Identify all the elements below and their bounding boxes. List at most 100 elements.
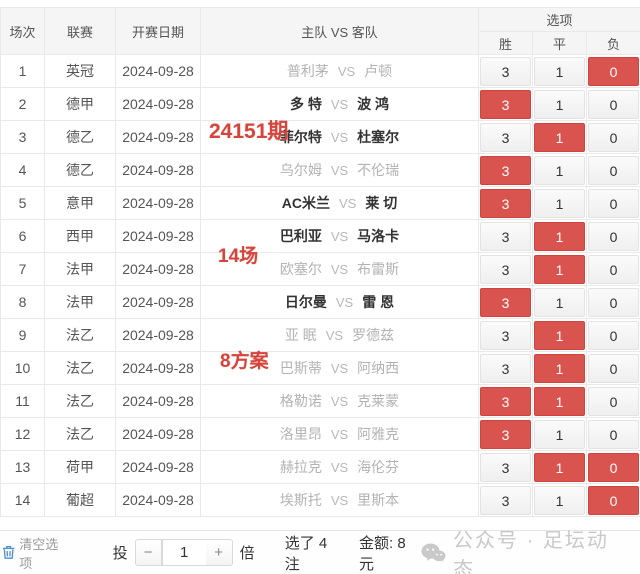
teams: AC米兰 VS 莱 切 — [200, 186, 479, 220]
table-row: 2 德甲 2024-09-28 多 特 VS 波 鸿 3 1 0 — [0, 87, 640, 121]
match-date: 2024-09-28 — [115, 120, 201, 154]
away-team: 布雷斯 — [357, 261, 400, 277]
pick-draw[interactable]: 1 — [534, 122, 585, 152]
pick-lose[interactable]: 0 — [588, 188, 640, 218]
match-date: 2024-09-28 — [115, 219, 201, 253]
pick-lose[interactable]: 0 — [588, 386, 640, 416]
pick-draw[interactable]: 1 — [534, 188, 585, 218]
header-win: 胜 — [478, 31, 533, 55]
table-row: 12 法乙 2024-09-28 洛里昂 VS 阿雅克 3 1 0 — [0, 417, 640, 451]
match-date: 2024-09-28 — [115, 54, 201, 88]
match-number: 3 — [0, 120, 45, 154]
away-team: 阿纳西 — [357, 360, 400, 376]
vs-label: VS — [335, 295, 354, 310]
bet-slip-bar: 清空选项 投 − 1 + 倍 选了 4 注 金额: 8 元 — [0, 530, 640, 574]
vs-label: VS — [330, 493, 349, 508]
table-row: 7 法甲 2024-09-28 欧塞尔 VS 布雷斯 3 1 0 — [0, 252, 640, 286]
away-team: 阿雅克 — [357, 426, 400, 442]
pick-lose[interactable]: 0 — [588, 485, 640, 515]
pick-draw[interactable]: 1 — [534, 254, 585, 284]
pick-win[interactable]: 3 — [480, 419, 531, 449]
pick-draw[interactable]: 1 — [534, 452, 585, 482]
header-lose: 负 — [585, 31, 640, 55]
pick-win[interactable]: 3 — [480, 89, 531, 119]
clear-options-button[interactable]: 清空选项 — [2, 534, 69, 572]
vs-label: VS — [330, 361, 349, 376]
table-row: 5 意甲 2024-09-28 AC米兰 VS 莱 切 3 1 0 — [0, 186, 640, 220]
pick-draw[interactable]: 1 — [534, 287, 585, 317]
table-row: 11 法乙 2024-09-28 格勒诺 VS 克莱蒙 3 1 0 — [0, 384, 640, 418]
home-team: 亚 眠 — [284, 327, 317, 343]
home-team: 乌尔姆 — [279, 162, 322, 178]
pick-win[interactable]: 3 — [480, 122, 531, 152]
pick-lose[interactable]: 0 — [588, 122, 640, 152]
wechat-account-name: 公众号 · 足坛动态 — [453, 529, 609, 574]
pick-lose[interactable]: 0 — [588, 353, 640, 383]
multiplier-value[interactable]: 1 — [161, 539, 206, 566]
pick-draw[interactable]: 1 — [534, 56, 585, 86]
pick-draw[interactable]: 1 — [534, 353, 585, 383]
stake-suffix-label: 倍 — [239, 545, 255, 562]
pick-lose[interactable]: 0 — [588, 56, 640, 86]
teams: 乌尔姆 VS 不伦瑞 — [200, 153, 479, 187]
pick-win[interactable]: 3 — [480, 188, 531, 218]
pick-lose[interactable]: 0 — [588, 221, 640, 251]
pick-draw[interactable]: 1 — [534, 320, 585, 350]
match-date: 2024-09-28 — [115, 351, 201, 385]
pick-draw[interactable]: 1 — [534, 89, 585, 119]
pick-win[interactable]: 3 — [480, 254, 531, 284]
decrease-multiplier-button[interactable]: − — [134, 539, 162, 566]
table-row: 3 德乙 2024-09-28 菲尔特 VS 杜塞尔 3 1 0 — [0, 120, 640, 154]
pick-lose[interactable]: 0 — [588, 452, 640, 482]
match-table-body: 1 英冠 2024-09-28 普利茅 VS 卢顿 3 1 0 2 德甲 2024-… — [0, 54, 640, 517]
pick-draw[interactable]: 1 — [534, 419, 585, 449]
teams: 赫拉克 VS 海伦芬 — [200, 450, 479, 484]
league: 法乙 — [44, 351, 116, 385]
table-row: 10 法乙 2024-09-28 巴斯蒂 VS 阿纳西 3 1 0 — [0, 351, 640, 385]
match-table: 场次 联赛 开赛日期 主队 VS 客队 选项 胜 平 负 1 英冠 2024-0… — [0, 7, 640, 517]
table-row: 9 法乙 2024-09-28 亚 眠 VS 罗德兹 3 1 0 — [0, 318, 640, 352]
pick-draw[interactable]: 1 — [534, 221, 585, 251]
issue-number-annotation: 24151期 — [209, 120, 289, 143]
header-date: 开赛日期 — [115, 7, 201, 55]
league: 法乙 — [44, 384, 116, 418]
pick-draw[interactable]: 1 — [534, 386, 585, 416]
pick-win[interactable]: 3 — [480, 386, 531, 416]
match-number: 6 — [0, 219, 45, 253]
pick-win[interactable]: 3 — [480, 155, 531, 185]
pick-draw[interactable]: 1 — [534, 485, 585, 515]
pick-win[interactable]: 3 — [480, 221, 531, 251]
match-date: 2024-09-28 — [115, 252, 201, 286]
increase-multiplier-button[interactable]: + — [205, 539, 233, 566]
match-number: 12 — [0, 417, 45, 451]
away-team: 不伦瑞 — [357, 162, 400, 178]
pick-lose[interactable]: 0 — [588, 320, 640, 350]
pick-lose[interactable]: 0 — [588, 287, 640, 317]
pick-win[interactable]: 3 — [480, 353, 531, 383]
match-date: 2024-09-28 — [115, 450, 201, 484]
match-number: 14 — [0, 483, 45, 517]
pick-win[interactable]: 3 — [480, 320, 531, 350]
away-team: 里斯本 — [357, 492, 400, 508]
match-date: 2024-09-28 — [115, 285, 201, 319]
table-row: 13 荷甲 2024-09-28 赫拉克 VS 海伦芬 3 1 0 — [0, 450, 640, 484]
teams: 普利茅 VS 卢顿 — [200, 54, 479, 88]
pick-lose[interactable]: 0 — [588, 155, 640, 185]
pick-win[interactable]: 3 — [480, 56, 531, 86]
table-row: 4 德乙 2024-09-28 乌尔姆 VS 不伦瑞 3 1 0 — [0, 153, 640, 187]
teams: 埃斯托 VS 里斯本 — [200, 483, 479, 517]
pick-lose[interactable]: 0 — [588, 419, 640, 449]
teams: 多 特 VS 波 鸿 — [200, 87, 479, 121]
match-number: 9 — [0, 318, 45, 352]
pick-win[interactable]: 3 — [480, 485, 531, 515]
pick-win[interactable]: 3 — [480, 287, 531, 317]
league: 法乙 — [44, 318, 116, 352]
pick-lose[interactable]: 0 — [588, 89, 640, 119]
table-row: 8 法甲 2024-09-28 日尔曼 VS 雷 恩 3 1 0 — [0, 285, 640, 319]
pick-draw[interactable]: 1 — [534, 155, 585, 185]
league: 法乙 — [44, 417, 116, 451]
pick-win[interactable]: 3 — [480, 452, 531, 482]
match-date: 2024-09-28 — [115, 186, 201, 220]
bet-summary: 选了 4 注 金额: 8 元 — [285, 532, 422, 574]
pick-lose[interactable]: 0 — [588, 254, 640, 284]
